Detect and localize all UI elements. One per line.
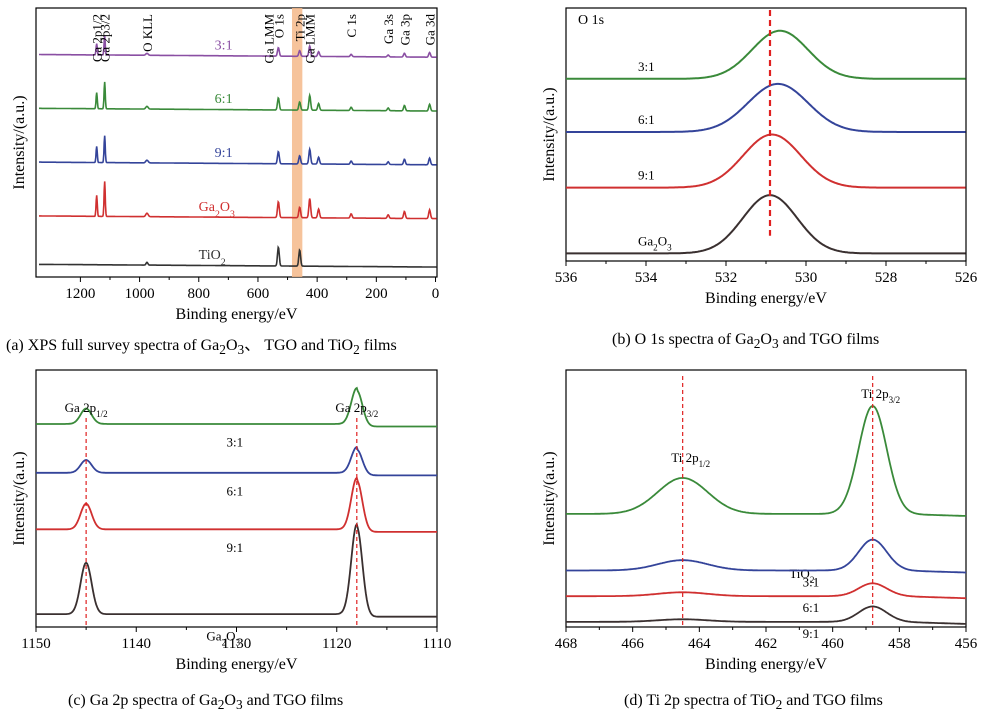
series-label: 6:1 bbox=[215, 92, 233, 107]
x-tick-label: 530 bbox=[795, 270, 818, 286]
series-line bbox=[566, 133, 966, 189]
panel-d: 468 466 464 462 460 458 456 Binding energy/eV In… bbox=[541, 369, 978, 673]
x-tick-label: 1200 bbox=[65, 286, 95, 302]
ti2p-highlight-band bbox=[291, 8, 303, 277]
x-tick-label: 456 bbox=[955, 636, 978, 652]
peak-label: Ga 2p3/2 bbox=[98, 14, 113, 62]
peak-label: Ga 2p1/2 bbox=[90, 14, 105, 62]
caption-c: (c) Ga 2p spectra of Ga2O3 and TGO films bbox=[68, 692, 344, 713]
x-axis-label: Binding energy/eV bbox=[705, 290, 827, 307]
y-axis-label: Intensity/(a.u.) bbox=[541, 87, 558, 181]
x-tick-label: 1150 bbox=[21, 636, 50, 652]
series-line bbox=[36, 386, 437, 428]
peak-label: Ga 2p1/2 bbox=[65, 400, 108, 419]
y-axis-label: Intensity/(a.u.) bbox=[11, 451, 28, 545]
peak-label: O 1s bbox=[271, 14, 286, 38]
plot-frame bbox=[565, 369, 967, 628]
x-tick-label: 1110 bbox=[423, 636, 452, 652]
x-tick-label: 1140 bbox=[122, 636, 151, 652]
panel-c: 1150 1140 1130 1120 1110 Binding energy/eV Int… bbox=[11, 369, 452, 673]
series-line bbox=[566, 582, 966, 600]
peak-label: Ga LMM bbox=[261, 14, 276, 64]
x-tick-label: 526 bbox=[955, 270, 978, 286]
y-axis-label: Intensity/(a.u.) bbox=[11, 95, 28, 189]
series-line bbox=[36, 445, 437, 477]
x-axis-label: Binding energy/eV bbox=[176, 306, 298, 323]
x-axis-label: Binding energy/eV bbox=[176, 656, 298, 673]
x-tick-label: 462 bbox=[755, 636, 778, 652]
x-tick-label: 464 bbox=[688, 636, 711, 652]
peak-label: Ti 2p3/2 bbox=[861, 386, 900, 405]
x-tick-label: 460 bbox=[821, 636, 844, 652]
series-line bbox=[36, 476, 437, 533]
series-line bbox=[566, 605, 966, 625]
series-label: 9:1 bbox=[638, 168, 655, 183]
series-line bbox=[566, 538, 966, 574]
peak-label: Ti 2p bbox=[293, 14, 308, 41]
series-line bbox=[566, 194, 966, 255]
x-axis-label: Binding energy/eV bbox=[705, 656, 827, 673]
series-label: 3:1 bbox=[226, 435, 243, 450]
panel-b: 536 534 532 530 528 526 Binding energy/eV Inten… bbox=[541, 7, 978, 307]
plot-frame bbox=[35, 7, 438, 278]
y-axis-label: Intensity/(a.u.) bbox=[541, 451, 558, 545]
peak-label: Ti 2p1/2 bbox=[671, 450, 710, 469]
series-label: 6:1 bbox=[638, 112, 655, 127]
x-tick-label: 1000 bbox=[125, 286, 155, 302]
plot-frame bbox=[565, 7, 967, 262]
x-tick-label: 0 bbox=[432, 286, 440, 302]
series-line bbox=[39, 181, 437, 220]
series-label: TiO2 bbox=[199, 248, 226, 268]
series-line bbox=[39, 36, 437, 58]
x-tick-label: 536 bbox=[555, 270, 578, 286]
series-label: 9:1 bbox=[215, 146, 233, 161]
series-label: Ga2O3 bbox=[638, 233, 672, 252]
x-tick-label: 200 bbox=[365, 286, 388, 302]
x-tick-label: 600 bbox=[247, 286, 270, 302]
series-line bbox=[39, 81, 437, 112]
caption-a: (a) XPS full survey spectra of Ga2O3、 TG… bbox=[6, 337, 397, 358]
series-label: 3:1 bbox=[638, 59, 655, 74]
series-label: 9:1 bbox=[803, 626, 820, 641]
series-line bbox=[39, 245, 437, 268]
x-tick-label: 458 bbox=[888, 636, 911, 652]
series-label: 9:1 bbox=[226, 540, 243, 555]
x-tick-label: 1130 bbox=[222, 636, 251, 652]
x-tick-label: 800 bbox=[188, 286, 211, 302]
peak-label: Ga 3p bbox=[397, 14, 412, 45]
panel-title: O 1s bbox=[578, 13, 604, 28]
peak-label: C 1s bbox=[344, 14, 359, 37]
x-tick-label: 528 bbox=[875, 270, 898, 286]
caption-d: (d) Ti 2p spectra of TiO2 and TGO films bbox=[624, 692, 883, 713]
peak-label: Ga 2p3/2 bbox=[335, 400, 378, 419]
peak-label: Ga LMM bbox=[303, 14, 318, 64]
panel-a: 1200 1000 800 600 400 200 0 Binding energy/eV In… bbox=[11, 7, 440, 323]
series-line bbox=[36, 522, 437, 618]
x-tick-label: 1120 bbox=[322, 636, 351, 652]
series-line bbox=[566, 82, 966, 133]
x-tick-label: 532 bbox=[715, 270, 738, 286]
series-line bbox=[566, 405, 967, 517]
peak-label: Ga 3d bbox=[423, 14, 438, 46]
peak-label: O KLL bbox=[140, 14, 155, 52]
series-label: 3:1 bbox=[215, 38, 233, 53]
series-label: 6:1 bbox=[803, 600, 820, 615]
series-label: Ga2O3 bbox=[206, 629, 240, 648]
x-tick-label: 468 bbox=[555, 636, 578, 652]
series-label: Ga2O3 bbox=[199, 200, 235, 220]
caption-b: (b) O 1s spectra of Ga2O3 and TGO films bbox=[612, 331, 880, 352]
x-tick-label: 534 bbox=[635, 270, 658, 286]
series-label: 6:1 bbox=[226, 483, 243, 498]
peak-label: Ga 3s bbox=[381, 14, 396, 44]
x-tick-label: 400 bbox=[306, 286, 329, 302]
series-line bbox=[39, 135, 437, 166]
series-line bbox=[566, 29, 966, 80]
series-label: 3:1 bbox=[803, 574, 820, 589]
x-tick-label: 466 bbox=[621, 636, 644, 652]
